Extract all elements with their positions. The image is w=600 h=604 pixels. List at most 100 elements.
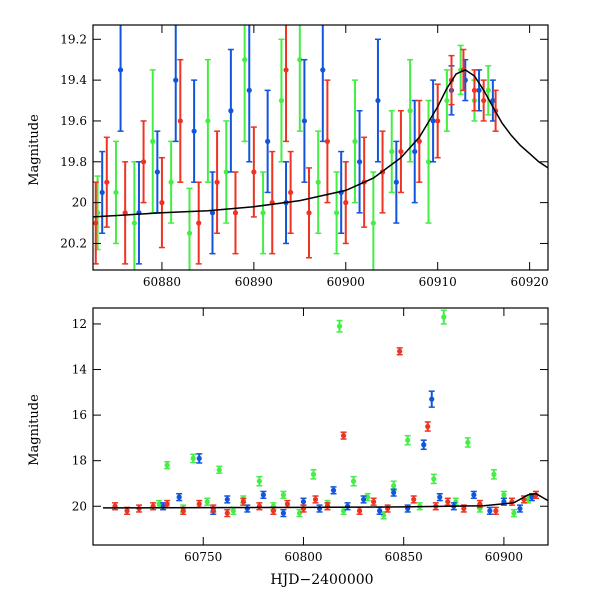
data-point xyxy=(377,508,383,514)
plot-area xyxy=(93,25,548,270)
y-tick-label: 19.4 xyxy=(60,73,87,87)
data-point xyxy=(421,442,427,448)
data-point xyxy=(270,508,276,514)
data-point xyxy=(154,169,160,175)
data-point xyxy=(168,179,174,185)
data-point xyxy=(343,200,349,206)
data-point xyxy=(445,499,451,505)
data-point xyxy=(284,501,291,507)
data-point xyxy=(196,220,202,226)
data-point xyxy=(487,508,493,514)
top-panel: 60880 60890 60900 60910 60920 19.2 19.4 19.6 19.… xyxy=(60,24,549,289)
y-tick-label: 20 xyxy=(72,196,87,210)
data-point xyxy=(485,87,491,93)
plot-frame xyxy=(92,307,549,546)
data-point xyxy=(430,118,436,124)
data-point xyxy=(205,118,211,124)
data-point xyxy=(224,510,230,516)
data-point xyxy=(223,169,229,175)
data-point xyxy=(340,433,347,439)
data-point xyxy=(131,220,137,226)
data-point xyxy=(393,179,399,185)
data-point xyxy=(491,471,497,477)
data-point xyxy=(407,108,413,114)
data-point xyxy=(159,200,165,206)
data-point xyxy=(104,179,110,185)
model-curve xyxy=(102,492,548,509)
data-point xyxy=(209,210,216,216)
x-tick-label: 60890 xyxy=(235,275,273,289)
x-tick-label: 60750 xyxy=(184,550,222,564)
x-tick-label: 60910 xyxy=(419,275,457,289)
data-point xyxy=(312,496,319,503)
x-tick-label: 60800 xyxy=(284,550,322,564)
data-point xyxy=(216,467,222,473)
data-point xyxy=(180,508,186,514)
data-point xyxy=(360,496,367,503)
data-point xyxy=(260,210,266,216)
data-point xyxy=(320,67,326,73)
data-point xyxy=(391,489,397,496)
y-tick-label: 19.2 xyxy=(60,32,87,46)
y-tick-label: 20 xyxy=(72,499,87,513)
data-point xyxy=(186,230,193,236)
data-point xyxy=(471,87,478,93)
bottom-y-axis-label: Magnitude xyxy=(27,394,42,466)
series-green xyxy=(156,309,531,520)
data-point xyxy=(310,471,317,477)
series-blue xyxy=(160,390,535,518)
data-point xyxy=(124,508,130,514)
data-point xyxy=(333,210,340,216)
data-point xyxy=(431,476,437,482)
data-point xyxy=(280,510,287,516)
x-tick-label: 60900 xyxy=(327,275,365,289)
series-red xyxy=(93,25,499,265)
data-point xyxy=(306,210,312,216)
data-point xyxy=(411,496,417,503)
data-point xyxy=(288,189,294,196)
data-point xyxy=(336,323,343,329)
data-point xyxy=(210,505,216,512)
data-point xyxy=(344,503,351,509)
y-tick-label: 14 xyxy=(72,363,88,377)
data-point xyxy=(283,67,289,73)
data-point xyxy=(176,494,182,500)
data-point xyxy=(224,496,230,503)
data-point xyxy=(177,118,183,124)
x-axis-label: HJD−2400000 xyxy=(270,572,373,588)
data-point xyxy=(93,220,99,226)
data-point xyxy=(352,138,358,144)
data-point xyxy=(511,510,517,516)
data-point xyxy=(117,67,124,73)
plot-frame xyxy=(92,24,549,271)
data-point xyxy=(493,508,499,514)
y-tick-label: 18 xyxy=(72,454,87,468)
plot-area xyxy=(102,309,548,520)
data-point xyxy=(240,499,246,505)
model-curve xyxy=(93,69,548,218)
x-tick-label: 60880 xyxy=(143,275,181,289)
data-point xyxy=(246,87,252,93)
data-point xyxy=(260,492,266,498)
data-point xyxy=(324,503,331,509)
data-point xyxy=(391,483,397,489)
data-point xyxy=(173,77,179,83)
data-point xyxy=(204,499,210,505)
data-point xyxy=(280,492,287,498)
data-point xyxy=(228,108,234,114)
data-point xyxy=(113,189,119,196)
data-point xyxy=(297,57,303,63)
y-tick-label: 19.6 xyxy=(60,114,87,128)
bottom-panel: 60750 60800 60850 60900 12 14 16 18 20 xyxy=(72,307,549,564)
data-point xyxy=(444,97,450,104)
data-point xyxy=(356,508,363,514)
data-point xyxy=(435,118,441,124)
data-point xyxy=(242,57,248,63)
data-point xyxy=(441,314,447,320)
data-point xyxy=(164,462,170,468)
data-point xyxy=(356,159,363,165)
data-point xyxy=(405,437,411,443)
data-point xyxy=(265,138,271,144)
